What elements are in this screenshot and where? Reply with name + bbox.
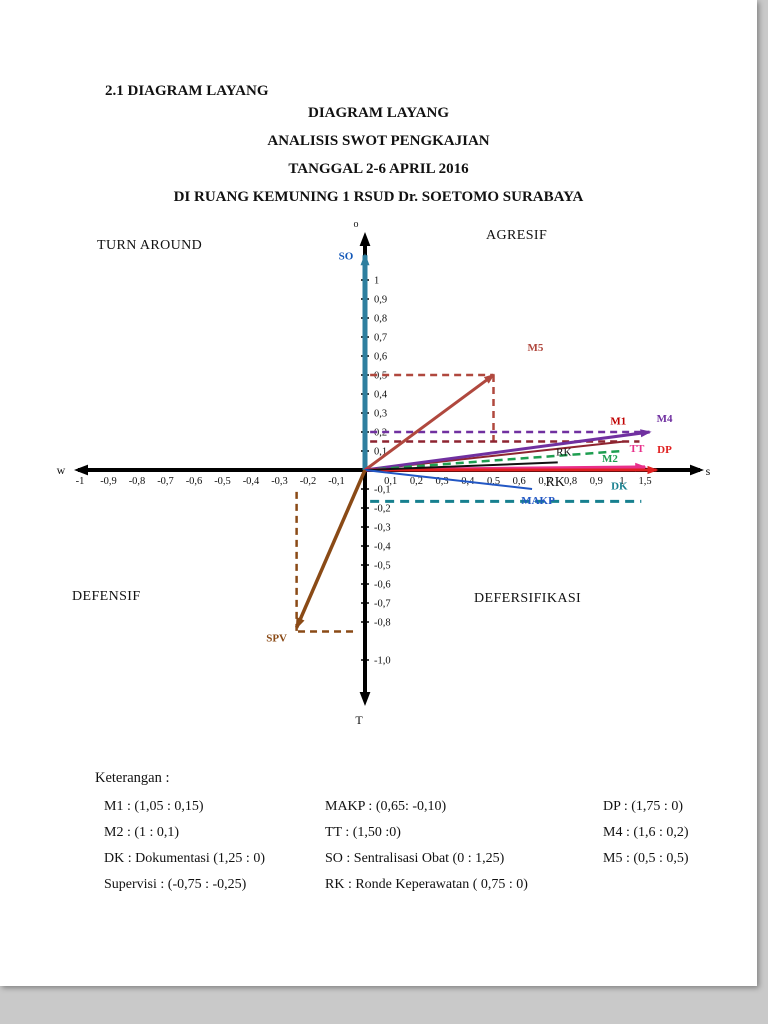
title-line-3: TANGGAL 2-6 APRIL 2016 bbox=[288, 161, 469, 177]
x-tick-label: 1,5 bbox=[638, 476, 651, 487]
vector-M5 bbox=[364, 373, 495, 472]
legend-item: M2 : (1 : 0,1) bbox=[104, 825, 180, 840]
title-line-1: DIAGRAM LAYANG bbox=[308, 105, 449, 121]
x-tick-label: 0,5 bbox=[487, 476, 500, 487]
vector-label-SPV: SPV bbox=[266, 633, 287, 645]
title-block: DIAGRAM LAYANG ANALISIS SWOT PENGKAJIAN … bbox=[0, 105, 757, 217]
vector-label-SO: SO bbox=[339, 250, 354, 262]
legend-item: RK : Ronde Keperawatan ( 0,75 : 0) bbox=[325, 877, 528, 892]
x-tick-label: -0,5 bbox=[214, 476, 231, 487]
vector-label-RK: RK bbox=[556, 446, 571, 458]
vector-M5-arrowhead bbox=[483, 373, 496, 384]
legend-item: SO : Sentralisasi Obat (0 : 1,25) bbox=[325, 851, 505, 866]
x-tick-label: 0,3 bbox=[436, 476, 449, 487]
y-tick-label: 0,7 bbox=[374, 333, 387, 344]
x-tick-label: 0,8 bbox=[564, 476, 577, 487]
axis-label-left: w bbox=[57, 463, 66, 477]
x-tick-label: 0,9 bbox=[590, 476, 603, 487]
x-tick-label: -0,1 bbox=[328, 476, 345, 487]
x-tick-label: -0,8 bbox=[129, 476, 146, 487]
y-tick-label: -0,4 bbox=[374, 542, 391, 553]
quadrant-label-defensif: DEFENSIF bbox=[72, 589, 141, 604]
x-axis-right-arrowhead bbox=[690, 464, 704, 476]
y-tick-label: -1,0 bbox=[374, 656, 391, 667]
y-tick-label: 0,8 bbox=[374, 314, 387, 325]
y-tick-label: 0,3 bbox=[374, 409, 387, 420]
legend-item: Supervisi : (-0,75 : -0,25) bbox=[104, 877, 247, 892]
x-tick-label: -0,2 bbox=[300, 476, 317, 487]
title-line-4: DI RUANG KEMUNING 1 RSUD Dr. SOETOMO SUR… bbox=[173, 189, 584, 205]
vector-label-M4: M4 bbox=[657, 413, 673, 425]
vector-SO-arrowhead bbox=[360, 253, 370, 266]
y-tick-label: -0,1 bbox=[374, 485, 391, 496]
quadrant-label-agresif: AGRESIF bbox=[486, 228, 548, 243]
vector-label-MAKP: MAKP bbox=[521, 495, 555, 507]
swot-kite-diagram: o Tw s -1 -0,9 -0,8 -0,7 -0,6 -0,5 -0,4 -0,3 -0,2 -0… bbox=[57, 219, 711, 727]
y-axis-bottom-arrowhead bbox=[359, 692, 371, 706]
y-tick-label: -0,2 bbox=[374, 504, 391, 515]
y-tick-label: 0,1 bbox=[374, 447, 387, 458]
x-tick-label: 0,2 bbox=[410, 476, 423, 487]
vector-label-M1: M1 bbox=[610, 416, 626, 428]
legend-item: M5 : (0,5 : 0,5) bbox=[603, 851, 689, 866]
y-tick-label: 0,6 bbox=[374, 352, 387, 363]
y-tick-label: -0,3 bbox=[374, 523, 391, 534]
axis-label-bottom: T bbox=[355, 713, 363, 727]
vector-label-DP: DP bbox=[657, 444, 672, 456]
y-tick-label: 1 bbox=[374, 276, 379, 287]
y-tick-label: -0,5 bbox=[374, 561, 391, 572]
vector-label-TT: TT bbox=[630, 443, 645, 455]
y-tick-label: 0,2 bbox=[374, 428, 387, 439]
y-tick-label: -0,7 bbox=[374, 599, 391, 610]
vector-label-DK: DK bbox=[611, 480, 628, 492]
quadrant-label-defersifikasi: DEFERSIFIKASI bbox=[474, 591, 582, 606]
y-tick-label: 0,4 bbox=[374, 390, 388, 401]
x-tick-label: 0,6 bbox=[513, 476, 526, 487]
x-axis-left-arrowhead bbox=[74, 464, 88, 476]
x-tick-label: 1 bbox=[619, 476, 624, 487]
y-tick-label: -0,8 bbox=[374, 618, 391, 629]
x-tick-label: -0,3 bbox=[271, 476, 288, 487]
vector-RK bbox=[364, 461, 558, 471]
x-tick-label: -0,4 bbox=[243, 476, 260, 487]
vector-M4 bbox=[364, 430, 650, 472]
legend-heading: Keterangan : bbox=[95, 770, 170, 786]
legend-item: DK : Dokumentasi (1,25 : 0) bbox=[104, 851, 265, 866]
x-tick-label: -0,6 bbox=[186, 476, 203, 487]
vector-M4-arrowhead bbox=[640, 429, 652, 438]
y-axis-top-arrowhead bbox=[359, 232, 371, 246]
x-tick-label: -0,7 bbox=[157, 476, 174, 487]
vector-label-M5: M5 bbox=[528, 342, 544, 354]
legend-column-3: DP : (1,75 : 0) M4 : (1,6 : 0,2) M5 : (0,5… bbox=[603, 794, 689, 872]
x-tick-label: -0,9 bbox=[100, 476, 117, 487]
vector-MAKP bbox=[364, 469, 533, 490]
vector-SPV-arrowhead bbox=[295, 617, 305, 630]
vector-label-M2: M2 bbox=[602, 453, 618, 465]
section-heading: 2.1 DIAGRAM LAYANG bbox=[105, 83, 269, 99]
legend-item: DP : (1,75 : 0) bbox=[603, 799, 683, 814]
legend-item: MAKP : (0,65: -0,10) bbox=[325, 799, 447, 814]
x-tick-label: 0,7 bbox=[538, 476, 551, 487]
quadrant-label-turn-around: TURN AROUND bbox=[97, 238, 203, 253]
y-tick-label: -0,6 bbox=[374, 580, 391, 591]
title-line-2: ANALISIS SWOT PENGKAJIAN bbox=[267, 133, 490, 149]
legend-column-2: MAKP : (0,65: -0,10) TT : (1,50 :0) SO : S… bbox=[325, 794, 528, 898]
annotation-RK: RK bbox=[545, 475, 564, 490]
vector-M2 bbox=[364, 449, 623, 472]
vector-SPV bbox=[294, 469, 367, 629]
legend-column-1: M1 : (1,05 : 0,15) M2 : (1 : 0,1) DK : Dok… bbox=[104, 794, 265, 898]
y-tick-label: 0,9 bbox=[374, 295, 387, 306]
axis-label-top: o bbox=[354, 219, 359, 230]
x-tick-label: 0,1 bbox=[384, 476, 397, 487]
axis-label-right: s bbox=[706, 464, 711, 478]
legend-item: TT : (1,50 :0) bbox=[325, 825, 401, 840]
legend-item: M1 : (1,05 : 0,15) bbox=[104, 799, 204, 814]
y-tick-label: 0,5 bbox=[374, 371, 387, 382]
x-tick-label: -1 bbox=[76, 476, 85, 487]
legend-item: M4 : (1,6 : 0,2) bbox=[603, 825, 689, 840]
vector-DP-arrowhead bbox=[647, 465, 659, 475]
document-page: 2.1 DIAGRAM LAYANG DIAGRAM LAYANG ANALIS… bbox=[0, 0, 757, 986]
